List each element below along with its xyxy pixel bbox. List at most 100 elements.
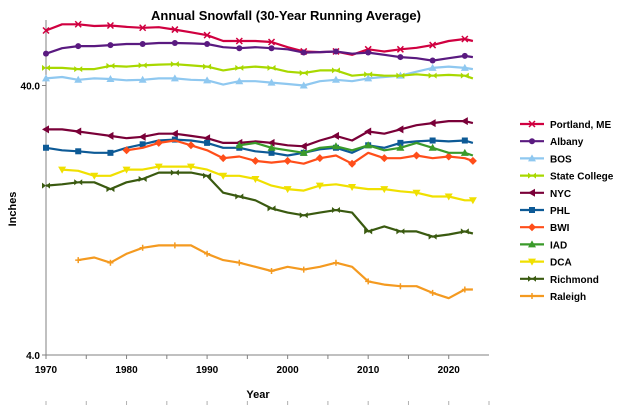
data-point bbox=[138, 132, 146, 141]
data-point bbox=[428, 72, 437, 79]
x-tick-label: 2000 bbox=[277, 365, 300, 376]
data-point bbox=[529, 138, 535, 145]
data-point bbox=[528, 154, 536, 162]
data-point bbox=[461, 52, 468, 59]
legend-label: Richmond bbox=[550, 275, 599, 286]
legend-label: State College bbox=[550, 172, 614, 183]
series-albany bbox=[43, 40, 474, 64]
data-point bbox=[364, 228, 373, 235]
data-point bbox=[154, 138, 163, 147]
data-point bbox=[331, 75, 340, 83]
series-bwi bbox=[122, 138, 477, 168]
data-point bbox=[460, 148, 469, 156]
data-point bbox=[90, 172, 99, 180]
data-point bbox=[315, 182, 324, 190]
data-point bbox=[58, 166, 67, 174]
series-line bbox=[62, 165, 473, 202]
data-point bbox=[138, 175, 147, 182]
data-point bbox=[235, 77, 244, 85]
y-axis-title: Inches bbox=[7, 192, 19, 227]
data-point bbox=[364, 71, 373, 78]
data-point bbox=[170, 74, 179, 82]
legend-item-portland-me: Portland, ME bbox=[520, 120, 611, 131]
data-point bbox=[299, 142, 307, 151]
legend-item-bwi: BWI bbox=[520, 223, 570, 234]
data-point bbox=[138, 62, 147, 69]
legend-item-raleigh: Raleigh bbox=[520, 292, 586, 303]
data-point bbox=[235, 37, 243, 45]
data-point bbox=[332, 259, 339, 266]
legend-item-bos: BOS bbox=[520, 154, 572, 165]
legend-label: DCA bbox=[550, 258, 572, 269]
tick-marks bbox=[42, 84, 490, 405]
data-point bbox=[267, 64, 276, 71]
data-point bbox=[186, 163, 195, 171]
y-tick-label: 40.0 bbox=[21, 81, 41, 92]
data-point bbox=[139, 24, 147, 32]
data-point bbox=[429, 41, 437, 49]
series-line bbox=[45, 138, 474, 157]
data-point bbox=[106, 74, 115, 82]
data-point bbox=[106, 186, 115, 193]
data-point bbox=[267, 205, 276, 212]
series-line bbox=[78, 244, 473, 300]
legend-item-richmond: Richmond bbox=[520, 275, 599, 286]
x-axis-title: Year bbox=[246, 389, 270, 401]
series-dca bbox=[58, 163, 477, 205]
data-point bbox=[204, 139, 211, 146]
data-point bbox=[397, 54, 404, 61]
data-point bbox=[170, 129, 178, 138]
data-point bbox=[299, 81, 308, 89]
legend-item-state-college: State College bbox=[520, 172, 614, 183]
data-point bbox=[460, 228, 469, 235]
data-point bbox=[331, 67, 340, 74]
data-point bbox=[300, 266, 307, 273]
data-point bbox=[42, 26, 50, 35]
series-raleigh bbox=[75, 242, 473, 300]
x-tick-label: 2020 bbox=[438, 365, 461, 376]
x-tick-label: 1990 bbox=[196, 365, 219, 376]
data-point bbox=[412, 151, 421, 160]
series-line bbox=[239, 141, 474, 157]
data-point bbox=[528, 223, 536, 232]
data-point bbox=[428, 63, 437, 71]
data-point bbox=[170, 61, 179, 68]
data-point bbox=[203, 63, 212, 70]
legend-label: BOS bbox=[550, 154, 572, 165]
data-point bbox=[139, 141, 146, 148]
legend-label: PHL bbox=[550, 206, 570, 217]
data-point bbox=[107, 149, 114, 156]
data-point bbox=[236, 259, 243, 266]
data-point bbox=[74, 179, 83, 186]
data-point bbox=[43, 50, 49, 57]
data-point bbox=[204, 41, 211, 48]
data-point bbox=[251, 175, 260, 183]
data-point bbox=[171, 40, 178, 47]
data-point bbox=[529, 293, 535, 299]
data-point bbox=[204, 250, 211, 257]
data-point bbox=[331, 142, 340, 150]
series-line bbox=[45, 41, 474, 62]
series-line bbox=[126, 139, 474, 165]
data-point bbox=[235, 64, 244, 71]
legend-label: Albany bbox=[550, 137, 584, 148]
data-point bbox=[42, 182, 50, 189]
data-point bbox=[461, 137, 468, 144]
data-point bbox=[75, 257, 82, 264]
data-point bbox=[396, 72, 405, 79]
data-point bbox=[348, 184, 357, 192]
data-point bbox=[139, 41, 146, 48]
series-bos bbox=[42, 63, 474, 89]
data-point bbox=[74, 20, 82, 28]
data-point bbox=[365, 278, 372, 285]
data-point bbox=[106, 131, 114, 140]
data-point bbox=[396, 228, 405, 235]
data-point bbox=[444, 193, 453, 201]
data-point bbox=[396, 143, 405, 151]
data-point bbox=[331, 131, 339, 140]
data-point bbox=[170, 169, 179, 176]
data-point bbox=[267, 143, 276, 151]
data-point bbox=[444, 152, 453, 161]
data-point bbox=[75, 148, 82, 155]
data-point bbox=[461, 286, 468, 293]
